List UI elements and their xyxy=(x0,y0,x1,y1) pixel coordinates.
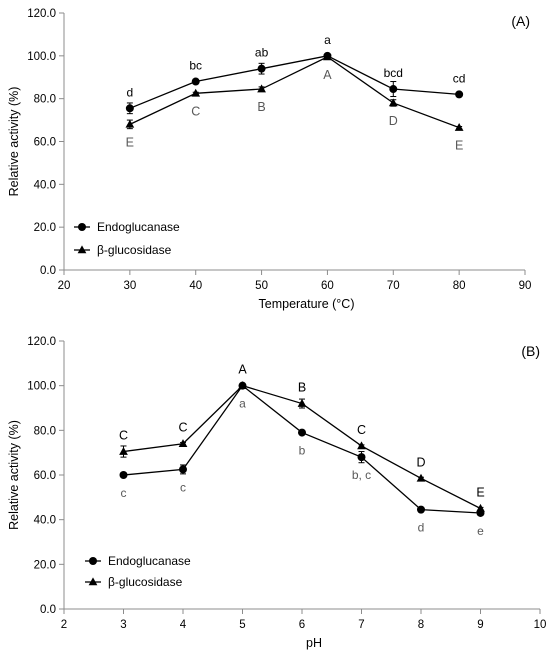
x-tick-label: 7 xyxy=(358,619,364,631)
significance-label: C xyxy=(357,423,366,437)
data-point xyxy=(191,77,200,86)
x-tick-label: 80 xyxy=(453,280,466,292)
data-point xyxy=(179,465,187,474)
series-line xyxy=(129,55,460,109)
series-line xyxy=(129,56,460,129)
data-point xyxy=(178,439,188,448)
x-tick-label: 8 xyxy=(418,619,424,631)
y-tick-label: 60.0 xyxy=(34,470,56,482)
legend-label: Endoglucanase xyxy=(108,554,191,568)
significance-label: bcd xyxy=(384,66,403,80)
significance-label: A xyxy=(238,363,247,377)
legend-marker xyxy=(88,577,98,586)
significance-label: C xyxy=(191,104,200,118)
x-tick-label: 50 xyxy=(255,280,268,292)
data-point xyxy=(119,471,128,479)
significance-label: e xyxy=(477,524,484,538)
x-tick-label: 10 xyxy=(534,619,547,631)
significance-label: b xyxy=(299,444,306,458)
y-tick-label: 100.0 xyxy=(27,51,56,63)
y-tick-label: 60.0 xyxy=(34,137,56,149)
y-tick-label: 0.0 xyxy=(40,604,56,616)
y-tick-label: 80.0 xyxy=(34,94,56,106)
data-point xyxy=(417,505,425,514)
legend-marker xyxy=(89,557,97,565)
panel-a: 0.0 20.0 40.0 60.0 80.0 100.0 120.0 20 30 40 50 60 7… xyxy=(7,8,531,311)
data-point xyxy=(191,88,201,97)
significance-label: c xyxy=(121,486,127,500)
significance-label: D xyxy=(389,114,398,128)
significance-label: D xyxy=(416,455,425,469)
significance-label: d xyxy=(127,85,134,99)
y-axis-title: Relative activity (%) xyxy=(7,420,21,530)
x-tick-label: 70 xyxy=(387,280,400,292)
significance-label: E xyxy=(455,139,463,153)
significance-label: b, c xyxy=(352,468,371,482)
data-point xyxy=(476,503,485,512)
data-point xyxy=(416,473,426,482)
significance-label: C xyxy=(119,429,128,443)
panel-b: 0.0 20.0 40.0 60.0 80.0 100.0 120.0 2 3 4 5 6 7 8 9 10 p… xyxy=(7,336,546,650)
significance-label: a xyxy=(239,397,246,411)
x-tick-label: 3 xyxy=(120,619,126,631)
significance-label: B xyxy=(257,100,265,114)
y-tick-label: 40.0 xyxy=(34,515,56,527)
significance-label: A xyxy=(323,68,332,82)
data-point xyxy=(125,104,134,113)
data-point xyxy=(455,90,464,99)
data-point xyxy=(357,441,366,450)
x-axis-title: pH xyxy=(306,636,322,650)
y-tick-label: 0.0 xyxy=(40,265,56,277)
data-point xyxy=(323,52,332,61)
significance-label: cd xyxy=(453,71,466,85)
y-tick-label: 40.0 xyxy=(34,179,56,191)
data-point xyxy=(298,428,306,437)
legend-marker xyxy=(78,223,86,231)
data-point xyxy=(257,84,266,93)
significance-label: c xyxy=(180,480,186,494)
x-tick-label: 60 xyxy=(321,280,334,292)
data-point xyxy=(454,122,464,131)
x-tick-label: 9 xyxy=(477,619,483,631)
legend-label: β-glucosidase xyxy=(97,243,172,257)
significance-label: C xyxy=(178,421,187,435)
x-tick-label: 40 xyxy=(189,280,202,292)
significance-label: E xyxy=(476,486,484,500)
x-tick-label: 30 xyxy=(123,280,136,292)
x-tick-label: 90 xyxy=(519,280,532,292)
data-point xyxy=(388,98,398,107)
panel-label: (A) xyxy=(511,13,530,29)
x-tick-label: 20 xyxy=(58,280,71,292)
y-tick-label: 80.0 xyxy=(34,425,56,437)
significance-label: bc xyxy=(189,59,202,73)
data-point xyxy=(389,85,398,94)
x-axis-title: Temperature (°C) xyxy=(259,297,355,311)
data-point xyxy=(357,453,366,462)
significance-label: E xyxy=(126,135,134,149)
x-tick-label: 2 xyxy=(61,619,67,631)
y-tick-label: 100.0 xyxy=(27,381,56,393)
data-point xyxy=(119,446,128,455)
data-point xyxy=(238,381,247,389)
data-point xyxy=(297,398,307,407)
legend-label: β-glucosidase xyxy=(108,575,183,589)
significance-label: d xyxy=(418,521,425,535)
significance-label: ab xyxy=(255,46,269,60)
y-tick-label: 120.0 xyxy=(27,336,56,348)
data-point xyxy=(257,64,266,73)
y-tick-label: 20.0 xyxy=(34,222,56,234)
x-tick-label: 6 xyxy=(299,619,305,631)
legend-label: Endoglucanase xyxy=(97,220,180,234)
significance-label: a xyxy=(324,33,331,47)
x-tick-label: 4 xyxy=(180,619,187,631)
data-point xyxy=(125,119,135,128)
panel-label: (B) xyxy=(521,343,540,359)
y-tick-label: 20.0 xyxy=(34,559,56,571)
significance-label: B xyxy=(298,381,306,395)
x-tick-label: 5 xyxy=(239,619,245,631)
y-axis-title: Relative activity (%) xyxy=(7,87,21,197)
legend-marker xyxy=(77,245,87,254)
y-tick-label: 120.0 xyxy=(27,8,56,20)
